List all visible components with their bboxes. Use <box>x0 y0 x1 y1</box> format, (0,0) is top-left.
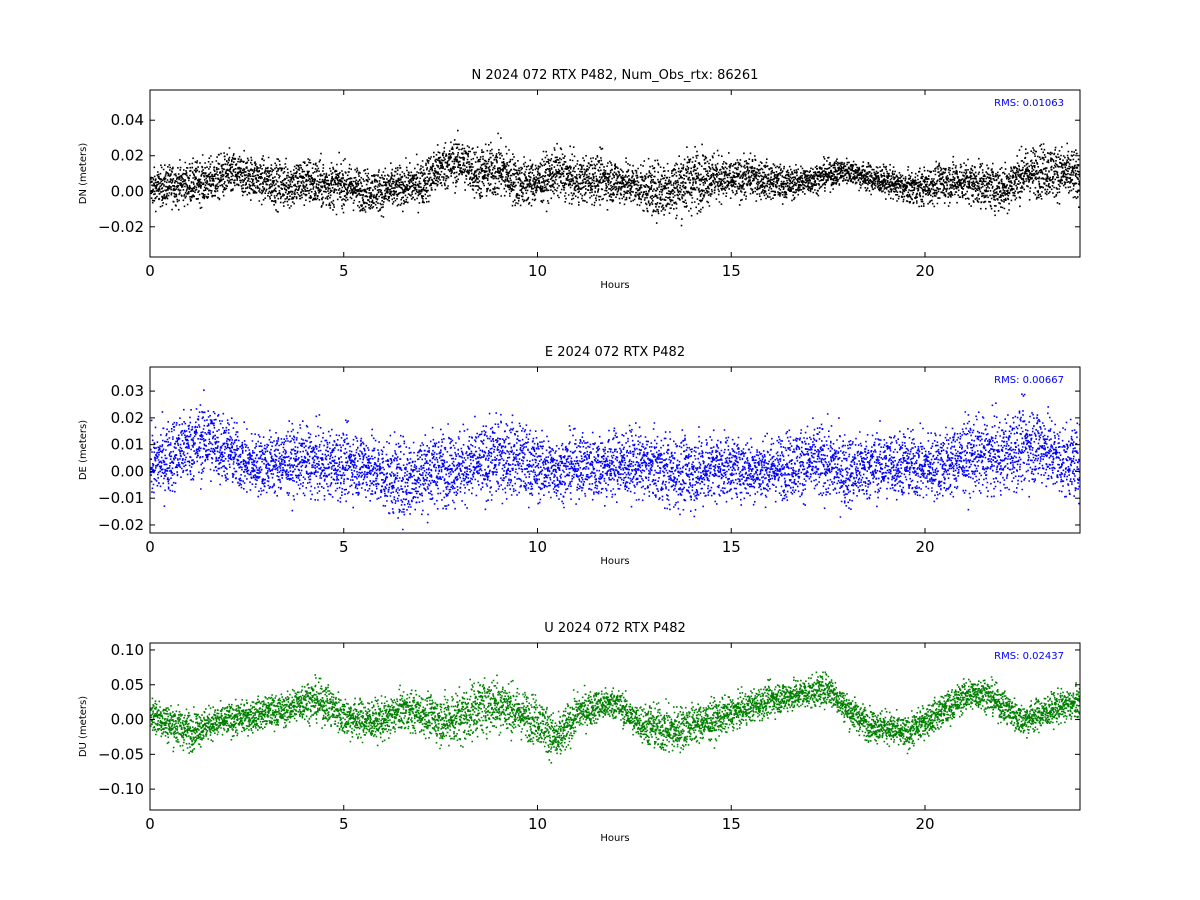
x-tick-label: 0 <box>145 815 155 833</box>
y-tick-label: −0.02 <box>98 516 144 534</box>
panel-up: U 2024 072 RTX P482 DU (meters) Hours 0 5… <box>78 621 1081 844</box>
data-points <box>150 671 1080 764</box>
rms-annotation: RMS: 0.02437 <box>994 651 1064 662</box>
y-axis-label: DE (meters) <box>78 420 89 480</box>
y-tick-label: −0.05 <box>98 745 144 763</box>
x-axis-label: Hours <box>600 280 629 291</box>
plot-frame <box>149 642 1081 811</box>
y-tick-label: 0.04 <box>111 111 144 129</box>
x-tick-label: 10 <box>528 538 547 556</box>
x-tick-label: 20 <box>915 262 934 280</box>
plot-frame <box>149 89 1081 258</box>
data-points <box>150 129 1080 227</box>
x-tick-label: 10 <box>528 262 547 280</box>
rms-annotation: RMS: 0.01063 <box>994 98 1064 109</box>
chart-title: U 2024 072 RTX P482 <box>544 621 686 636</box>
x-tick-label: 20 <box>915 815 934 833</box>
panel-east: E 2024 072 RTX P482 DE (meters) Hours 0 5… <box>78 345 1081 567</box>
panel-north: N 2024 072 RTX P482, Num_Obs_rtx: 86261 … <box>78 68 1081 291</box>
x-tick-label: 10 <box>528 815 547 833</box>
y-tick-label: −0.10 <box>98 780 144 798</box>
data-series-cloud <box>150 129 1080 227</box>
x-axis-label: Hours <box>600 556 629 567</box>
y-tick-label: 0.02 <box>111 147 144 165</box>
x-tick-label: 5 <box>339 538 349 556</box>
x-axis-label: Hours <box>600 833 629 844</box>
x-tick-label: 5 <box>339 262 349 280</box>
y-tick-label: 0.02 <box>111 409 144 427</box>
y-tick-label: 0.00 <box>111 182 144 200</box>
x-tick-label: 15 <box>722 538 741 556</box>
x-tick-label: 0 <box>145 538 155 556</box>
plot-frame <box>149 366 1081 534</box>
chart-title: E 2024 072 RTX P482 <box>545 345 685 360</box>
x-tick-label: 15 <box>722 815 741 833</box>
y-tick-label: 0.01 <box>111 436 144 454</box>
y-tick-label: 0.00 <box>111 462 144 480</box>
y-tick-label: 0.05 <box>111 676 144 694</box>
x-tick-label: 0 <box>145 262 155 280</box>
x-tick-label: 20 <box>915 538 934 556</box>
x-tick-label: 5 <box>339 815 349 833</box>
y-axis-label: DU (meters) <box>78 696 89 757</box>
y-tick-label: −0.02 <box>98 218 144 236</box>
x-tick-label: 15 <box>722 262 741 280</box>
data-series-cloud <box>150 671 1080 764</box>
chart-title: N 2024 072 RTX P482, Num_Obs_rtx: 86261 <box>472 68 759 83</box>
rms-annotation: RMS: 0.00667 <box>994 375 1064 386</box>
y-tick-label: 0.03 <box>111 382 144 400</box>
y-axis-label: DN (meters) <box>78 143 89 205</box>
y-tick-label: −0.01 <box>98 489 144 507</box>
y-tick-label: 0.00 <box>111 711 144 729</box>
y-tick-label: 0.10 <box>111 641 144 659</box>
